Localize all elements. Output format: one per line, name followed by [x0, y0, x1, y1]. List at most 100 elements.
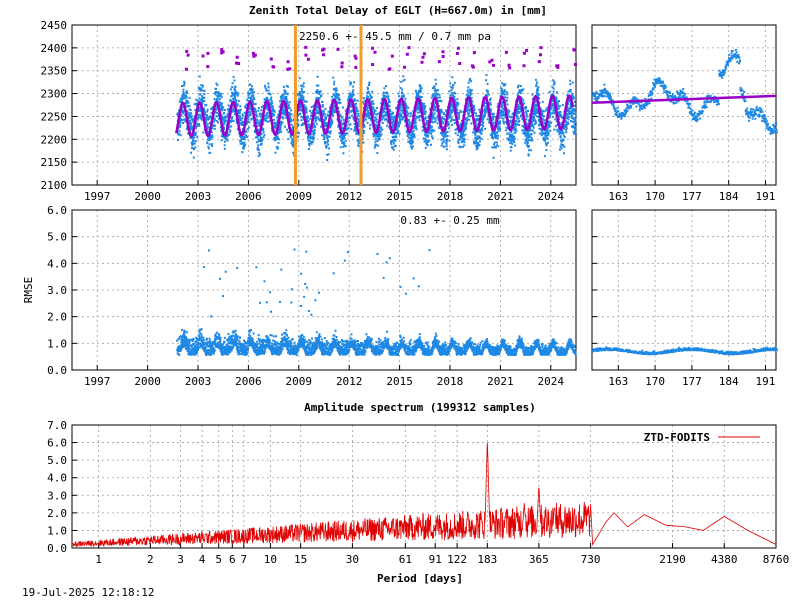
y-tick-label: 0.0	[47, 364, 67, 377]
y-tick-label: 2.0	[47, 311, 67, 324]
x-tick-label: 2006	[235, 190, 262, 203]
y-tick-label: 5.0	[47, 454, 67, 467]
rmse-y-label: RMSE	[22, 277, 35, 304]
x-tick-label: 4380	[711, 553, 738, 566]
y-tick-label: 2100	[41, 179, 68, 192]
x-tick-label: 2012	[336, 190, 363, 203]
x-tick-label: 2006	[235, 375, 262, 388]
x-tick-label: 8760	[763, 553, 790, 566]
ztd-recent-model-line	[591, 94, 777, 104]
x-tick-label: 1	[95, 553, 102, 566]
spectrum-legend-label: ZTD-FODITS	[644, 431, 710, 444]
x-tick-label: 2018	[437, 375, 464, 388]
x-tick-label: 184	[719, 190, 739, 203]
spectrum-panel: 1 2 3 4 5 6 7 10 15 30 61 91 122 183 365 730 2190 4380 876…	[47, 419, 789, 566]
y-tick-label: 2300	[41, 88, 68, 101]
ztd-main-panel: 1997 2000 2003 2006 2009 2012 2015 2018 2021 2024…	[41, 19, 577, 203]
x-tick-label: 2000	[134, 190, 161, 203]
y-tick-label: 3.0	[47, 284, 67, 297]
rmse-points	[176, 248, 577, 356]
ztd-title: Zenith Total Delay of EGLT (H=667.0m) in…	[249, 4, 547, 17]
y-tick-label: 2150	[41, 156, 68, 169]
x-tick-label: 30	[346, 553, 359, 566]
x-tick-label: 2190	[659, 553, 686, 566]
y-tick-label: 6.0	[47, 437, 67, 450]
y-tick-label: 2400	[41, 42, 68, 55]
y-tick-label: 7.0	[47, 419, 67, 432]
x-tick-label: 2021	[487, 375, 514, 388]
x-tick-label: 7	[241, 553, 248, 566]
x-tick-label: 1997	[84, 190, 111, 203]
rmse-main-panel: 1997 2000 2003 2006 2009 2012 2015 2018 2021 2024…	[47, 204, 577, 388]
x-tick-label: 163	[608, 190, 628, 203]
x-tick-label: 15	[294, 553, 307, 566]
x-tick-label: 2012	[336, 375, 363, 388]
ztd-points	[176, 74, 577, 161]
x-tick-label: 3	[177, 553, 184, 566]
y-tick-label: 2200	[41, 133, 68, 146]
rmse-recent-points	[592, 346, 778, 356]
y-tick-label: 2.0	[47, 507, 67, 520]
plot-frame	[591, 24, 777, 186]
x-tick-label: 5	[215, 553, 222, 566]
x-tick-label: 170	[645, 190, 665, 203]
plot-frame	[71, 209, 577, 371]
x-tick-label: 2009	[286, 190, 313, 203]
x-tick-label: 122	[447, 553, 467, 566]
x-tick-label: 2009	[286, 375, 313, 388]
x-tick-label: 177	[682, 190, 702, 203]
y-tick-label: 4.0	[47, 472, 67, 485]
y-tick-label: 2250	[41, 110, 68, 123]
y-tick-label: 0.0	[47, 542, 67, 555]
x-tick-label: 183	[477, 553, 497, 566]
x-tick-label: 2	[147, 553, 154, 566]
x-tick-label: 2024	[538, 190, 565, 203]
rmse-recent-panel: 163 170 177 184 191	[591, 209, 778, 388]
x-tick-label: 6	[229, 553, 236, 566]
plot-frame	[71, 424, 777, 549]
ztd-annotation: 2250.6 +- 45.5 mm / 0.7 mm pa	[299, 30, 491, 43]
spectrum-line	[71, 442, 777, 548]
x-tick-label: 2015	[386, 375, 413, 388]
x-tick-label: 730	[581, 553, 601, 566]
x-tick-label: 191	[756, 375, 776, 388]
x-tick-label: 2018	[437, 190, 464, 203]
x-tick-label: 2015	[386, 190, 413, 203]
y-tick-label: 2450	[41, 19, 68, 32]
x-tick-label: 2024	[538, 375, 565, 388]
x-tick-label: 10	[264, 553, 277, 566]
x-tick-label: 4	[199, 553, 206, 566]
spectrum-title: Amplitude spectrum (199312 samples)	[304, 401, 536, 414]
x-tick-label: 2000	[134, 375, 161, 388]
plot-frame	[71, 24, 577, 186]
y-tick-label: 6.0	[47, 204, 67, 217]
spectrum-x-label: Period [days]	[377, 572, 463, 585]
x-tick-label: 2003	[185, 190, 212, 203]
x-tick-label: 1997	[84, 375, 111, 388]
x-tick-label: 365	[529, 553, 549, 566]
ztd-recent-panel: 163 170 177 184 191	[591, 24, 778, 203]
x-tick-label: 170	[645, 375, 665, 388]
x-tick-label: 61	[399, 553, 412, 566]
y-tick-label: 5.0	[47, 231, 67, 244]
x-tick-label: 177	[682, 375, 702, 388]
x-tick-label: 184	[719, 375, 739, 388]
rmse-annotation: 0.83 +- 0.25 mm	[400, 214, 500, 227]
footer-timestamp: 19-Jul-2025 12:18:12	[22, 586, 154, 599]
plot-frame	[591, 209, 777, 371]
ztd-outlier-points	[184, 45, 577, 71]
y-tick-label: 3.0	[47, 489, 67, 502]
ztd-recent-points	[592, 48, 778, 135]
x-tick-label: 163	[608, 375, 628, 388]
x-tick-label: 2003	[185, 375, 212, 388]
y-tick-label: 1.0	[47, 524, 67, 537]
x-tick-label: 2021	[487, 190, 514, 203]
y-tick-label: 4.0	[47, 257, 67, 270]
y-tick-label: 2350	[41, 65, 68, 78]
y-tick-label: 1.0	[47, 337, 67, 350]
x-tick-label: 91	[429, 553, 442, 566]
x-tick-label: 191	[756, 190, 776, 203]
ztd-model-curve	[174, 94, 574, 138]
